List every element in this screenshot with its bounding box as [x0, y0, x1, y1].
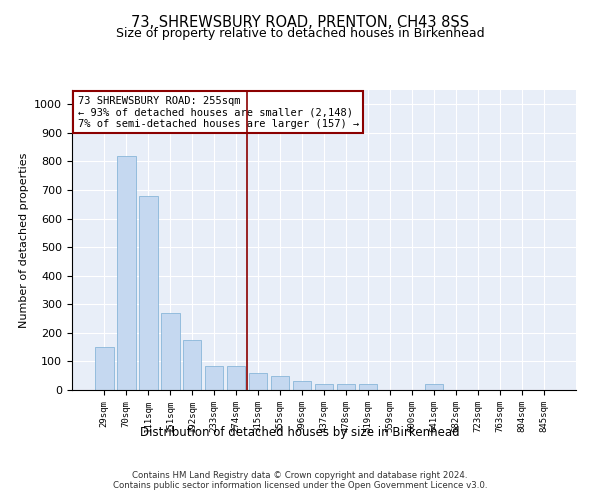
- Y-axis label: Number of detached properties: Number of detached properties: [19, 152, 29, 328]
- Bar: [425, 384, 443, 390]
- Bar: [183, 340, 202, 390]
- Bar: [293, 382, 311, 390]
- Text: Distribution of detached houses by size in Birkenhead: Distribution of detached houses by size …: [140, 426, 460, 439]
- Bar: [337, 384, 355, 390]
- Text: Contains HM Land Registry data © Crown copyright and database right 2024.
Contai: Contains HM Land Registry data © Crown c…: [113, 470, 487, 490]
- Text: 73 SHREWSBURY ROAD: 255sqm
← 93% of detached houses are smaller (2,148)
7% of se: 73 SHREWSBURY ROAD: 255sqm ← 93% of deta…: [77, 96, 359, 129]
- Text: 73, SHREWSBURY ROAD, PRENTON, CH43 8SS: 73, SHREWSBURY ROAD, PRENTON, CH43 8SS: [131, 15, 469, 30]
- Bar: [314, 384, 334, 390]
- Bar: [227, 366, 245, 390]
- Bar: [205, 366, 223, 390]
- Bar: [161, 313, 179, 390]
- Bar: [95, 347, 113, 390]
- Bar: [271, 376, 289, 390]
- Bar: [139, 196, 158, 390]
- Bar: [359, 384, 377, 390]
- Bar: [117, 156, 136, 390]
- Text: Size of property relative to detached houses in Birkenhead: Size of property relative to detached ho…: [116, 28, 484, 40]
- Bar: [249, 373, 268, 390]
